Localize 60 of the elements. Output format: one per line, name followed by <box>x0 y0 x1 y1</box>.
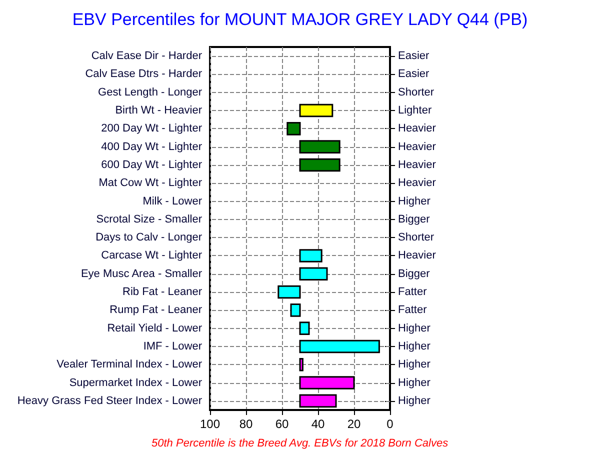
bar <box>299 140 340 154</box>
y-tick-label: Vealer Terminal Index - Lower <box>56 358 202 371</box>
bar <box>299 322 310 335</box>
bar <box>299 267 328 281</box>
y2-tick-label: Higher <box>398 322 431 334</box>
y-tick-label: Eye Musc Area - Smaller <box>80 268 202 280</box>
y-tick-label: Supermarket Index - Lower <box>69 376 202 389</box>
y-tick-label: Mat Cow Wt - Lighter <box>98 177 202 190</box>
bar <box>299 340 380 354</box>
y-tick-label: Scrotal Size - Smaller <box>96 213 202 226</box>
bar <box>299 358 304 372</box>
y2-tick-label: Easier <box>398 50 430 62</box>
y2-tick-label: Higher <box>398 358 431 371</box>
text: 50th Percentile is the Breed Avg. EBVs for 2018 Born Calves <box>152 438 449 450</box>
y2-tick-label: Bigger <box>398 268 430 280</box>
bar <box>278 285 301 299</box>
y-tick-label: Rump Fat - Leaner <box>110 304 202 316</box>
x-tick-label: 0 <box>386 417 394 431</box>
y-tick-label: 200 Day Wt - Lighter <box>101 122 202 135</box>
bar <box>299 104 334 118</box>
y-tick-label: Rib Fat - Leaner <box>122 286 202 298</box>
y2-tick-label: Shorter <box>398 232 434 244</box>
y2-tick-label: Lighter <box>398 104 432 117</box>
y-tick-label: Calv Ease Dir - Harder <box>91 50 202 62</box>
y2-tick-label: Shorter <box>398 86 434 98</box>
y-tick-label: Retail Yield - Lower <box>107 322 202 334</box>
y-tick-label: Carcase Wt - Lighter <box>101 250 202 262</box>
y-tick-label: Days to Calv - Longer <box>96 232 202 244</box>
y2-tick-label: Higher <box>398 376 431 389</box>
y2-tick-label: Higher <box>398 195 431 208</box>
x-tick-label: 100 <box>200 417 220 431</box>
bar <box>299 249 322 262</box>
y-tick-label: Milk - Lower <box>142 195 202 208</box>
y2-tick-label: Heavier <box>398 158 436 171</box>
y2-tick-label: Heavier <box>398 122 436 135</box>
y2-tick-label: Heavier <box>398 140 436 153</box>
y2-tick-label: Fatter <box>398 304 428 316</box>
y2-tick-label: Higher <box>398 340 431 352</box>
x-tick-label: 80 <box>239 417 253 431</box>
y2-tick-label: Heavier <box>398 250 436 262</box>
y-tick-label: 400 Day Wt - Lighter <box>101 140 202 153</box>
y2-tick-label: Heavier <box>398 177 436 190</box>
y-tick-label: IMF - Lower <box>143 340 202 352</box>
y2-tick-label: Higher <box>398 394 431 407</box>
y-tick-label: Heavy Grass Fed Steer Index - Lower <box>17 394 202 407</box>
y-tick-label: Birth Wt - Heavier <box>115 104 202 117</box>
bar <box>286 122 301 136</box>
chart-title: EBV Percentiles for MOUNT MAJOR GREY LADY Q44 (PB) <box>72 10 528 29</box>
y2-tick-label: Bigger <box>398 213 430 226</box>
y2-tick-label: Fatter <box>398 286 428 298</box>
y-tick-label: 600 Day Wt - Lighter <box>101 158 202 171</box>
bar <box>299 158 340 172</box>
x-tick-label: 60 <box>275 417 289 431</box>
y2-tick-label: Easier <box>398 68 430 80</box>
y-tick-label: Gest Length - Longer <box>98 86 202 98</box>
bar <box>290 304 301 317</box>
x-tick-label: 20 <box>347 417 361 431</box>
bar <box>299 376 355 390</box>
y-tick-label: Calv Ease Dtrs - Harder <box>85 68 202 80</box>
x-tick-label: 40 <box>311 417 325 431</box>
